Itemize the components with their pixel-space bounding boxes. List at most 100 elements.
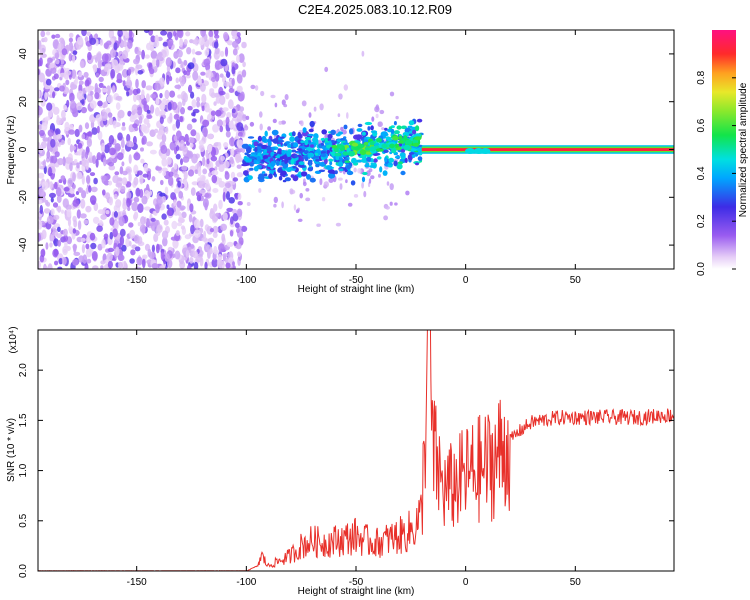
noise-cell bbox=[117, 30, 123, 38]
noise-cell bbox=[198, 77, 202, 86]
noise-cell bbox=[162, 237, 168, 247]
noise-cell bbox=[196, 101, 201, 108]
signal-cell bbox=[373, 158, 378, 163]
noise-cell bbox=[206, 158, 210, 165]
noise-cell bbox=[76, 36, 84, 46]
noise-cell bbox=[236, 172, 244, 178]
signal-cell bbox=[408, 133, 413, 137]
signal-cell bbox=[297, 131, 302, 139]
noise-cell bbox=[146, 109, 151, 114]
noise-cell bbox=[235, 155, 241, 164]
signal-cell bbox=[415, 162, 419, 166]
noise-cell bbox=[77, 220, 82, 231]
noise-cell bbox=[146, 42, 152, 51]
signal-cell bbox=[320, 138, 325, 141]
noise-cell bbox=[135, 64, 143, 70]
noise-cell bbox=[180, 225, 186, 230]
signal-cell bbox=[307, 167, 313, 172]
noise-cell bbox=[126, 91, 130, 97]
noise-cell bbox=[182, 146, 188, 153]
noise-cell bbox=[174, 250, 181, 260]
noise-cell bbox=[107, 112, 113, 118]
signal-cell bbox=[312, 137, 318, 143]
noise-cell bbox=[211, 170, 219, 176]
noise-cell bbox=[137, 170, 143, 176]
noise-cell bbox=[59, 85, 65, 92]
noise-cell bbox=[38, 72, 45, 83]
signal-cell bbox=[322, 146, 326, 150]
signal-cell bbox=[415, 125, 420, 132]
noise-cell bbox=[61, 256, 67, 266]
noise-cell bbox=[117, 261, 123, 269]
noise-cell bbox=[195, 132, 201, 142]
noise-cell bbox=[218, 141, 222, 151]
signal-cell bbox=[253, 141, 259, 147]
noise-cell bbox=[143, 163, 149, 172]
noise-cell bbox=[173, 135, 178, 142]
signal-cell bbox=[276, 154, 283, 157]
noise-cell bbox=[211, 76, 216, 83]
noise-cell bbox=[218, 164, 225, 173]
sparse-cell bbox=[267, 126, 271, 131]
noise-cell bbox=[178, 76, 182, 83]
noise-cell bbox=[51, 230, 59, 236]
noise-cell bbox=[131, 201, 139, 212]
noise-cell bbox=[46, 150, 51, 159]
noise-cell bbox=[218, 199, 223, 210]
noise-cell bbox=[50, 197, 54, 203]
y-tick-label: -40 bbox=[18, 237, 29, 252]
noise-cell bbox=[218, 181, 226, 188]
signal-cell bbox=[393, 160, 398, 167]
noise-cell bbox=[140, 216, 146, 226]
noise-cell bbox=[150, 50, 158, 60]
noise-cell bbox=[140, 158, 145, 164]
noise-cell bbox=[190, 224, 195, 235]
x-tick-label: 50 bbox=[570, 275, 582, 286]
noise-cell bbox=[215, 96, 221, 104]
noise-cell bbox=[84, 79, 90, 88]
noise-cell bbox=[203, 230, 207, 239]
signal-cell bbox=[412, 142, 420, 147]
signal-cell bbox=[388, 165, 393, 168]
noise-cell bbox=[50, 208, 55, 216]
noise-cell bbox=[53, 214, 60, 220]
signal-cell bbox=[324, 142, 329, 146]
noise-cell bbox=[45, 242, 49, 250]
noise-cell bbox=[171, 101, 178, 111]
noise-cell bbox=[72, 184, 76, 189]
sparse-cell bbox=[353, 167, 357, 173]
snr-y-axis: 0.0 0.5 1.0 1.5 2.0 bbox=[18, 363, 674, 578]
noise-cell bbox=[183, 170, 188, 180]
signal-cell bbox=[401, 125, 407, 130]
noise-cell bbox=[114, 143, 121, 152]
signal-cell bbox=[369, 146, 376, 152]
noise-cell bbox=[86, 258, 92, 264]
noise-cell bbox=[87, 51, 92, 61]
noise-cell bbox=[55, 59, 60, 65]
sparse-cell bbox=[353, 194, 359, 198]
colorbar-axis: 0.0 0.2 0.4 0.6 0.8 bbox=[696, 70, 736, 276]
noise-cell bbox=[38, 232, 42, 242]
signal-cell bbox=[243, 170, 249, 176]
signal-cell bbox=[248, 167, 254, 171]
signal-cell bbox=[263, 173, 268, 177]
signal-cell bbox=[286, 151, 292, 157]
noise-cell bbox=[177, 180, 182, 188]
noise-cell bbox=[144, 30, 150, 34]
noise-cell bbox=[38, 220, 43, 230]
noise-cell bbox=[190, 91, 195, 99]
noise-cell bbox=[236, 227, 240, 234]
noise-cell bbox=[225, 262, 231, 269]
noise-cell bbox=[180, 107, 185, 115]
signal-cell bbox=[290, 158, 295, 165]
noise-cell bbox=[220, 155, 225, 161]
signal-cell bbox=[357, 123, 363, 128]
noise-cell bbox=[115, 246, 120, 257]
noise-cell bbox=[205, 149, 209, 159]
noise-cell bbox=[237, 131, 243, 137]
noise-cell bbox=[214, 166, 218, 171]
noise-cell bbox=[236, 85, 243, 93]
signal-cell bbox=[359, 149, 367, 156]
signal-cell bbox=[256, 149, 263, 154]
sparse-cell bbox=[338, 93, 343, 100]
